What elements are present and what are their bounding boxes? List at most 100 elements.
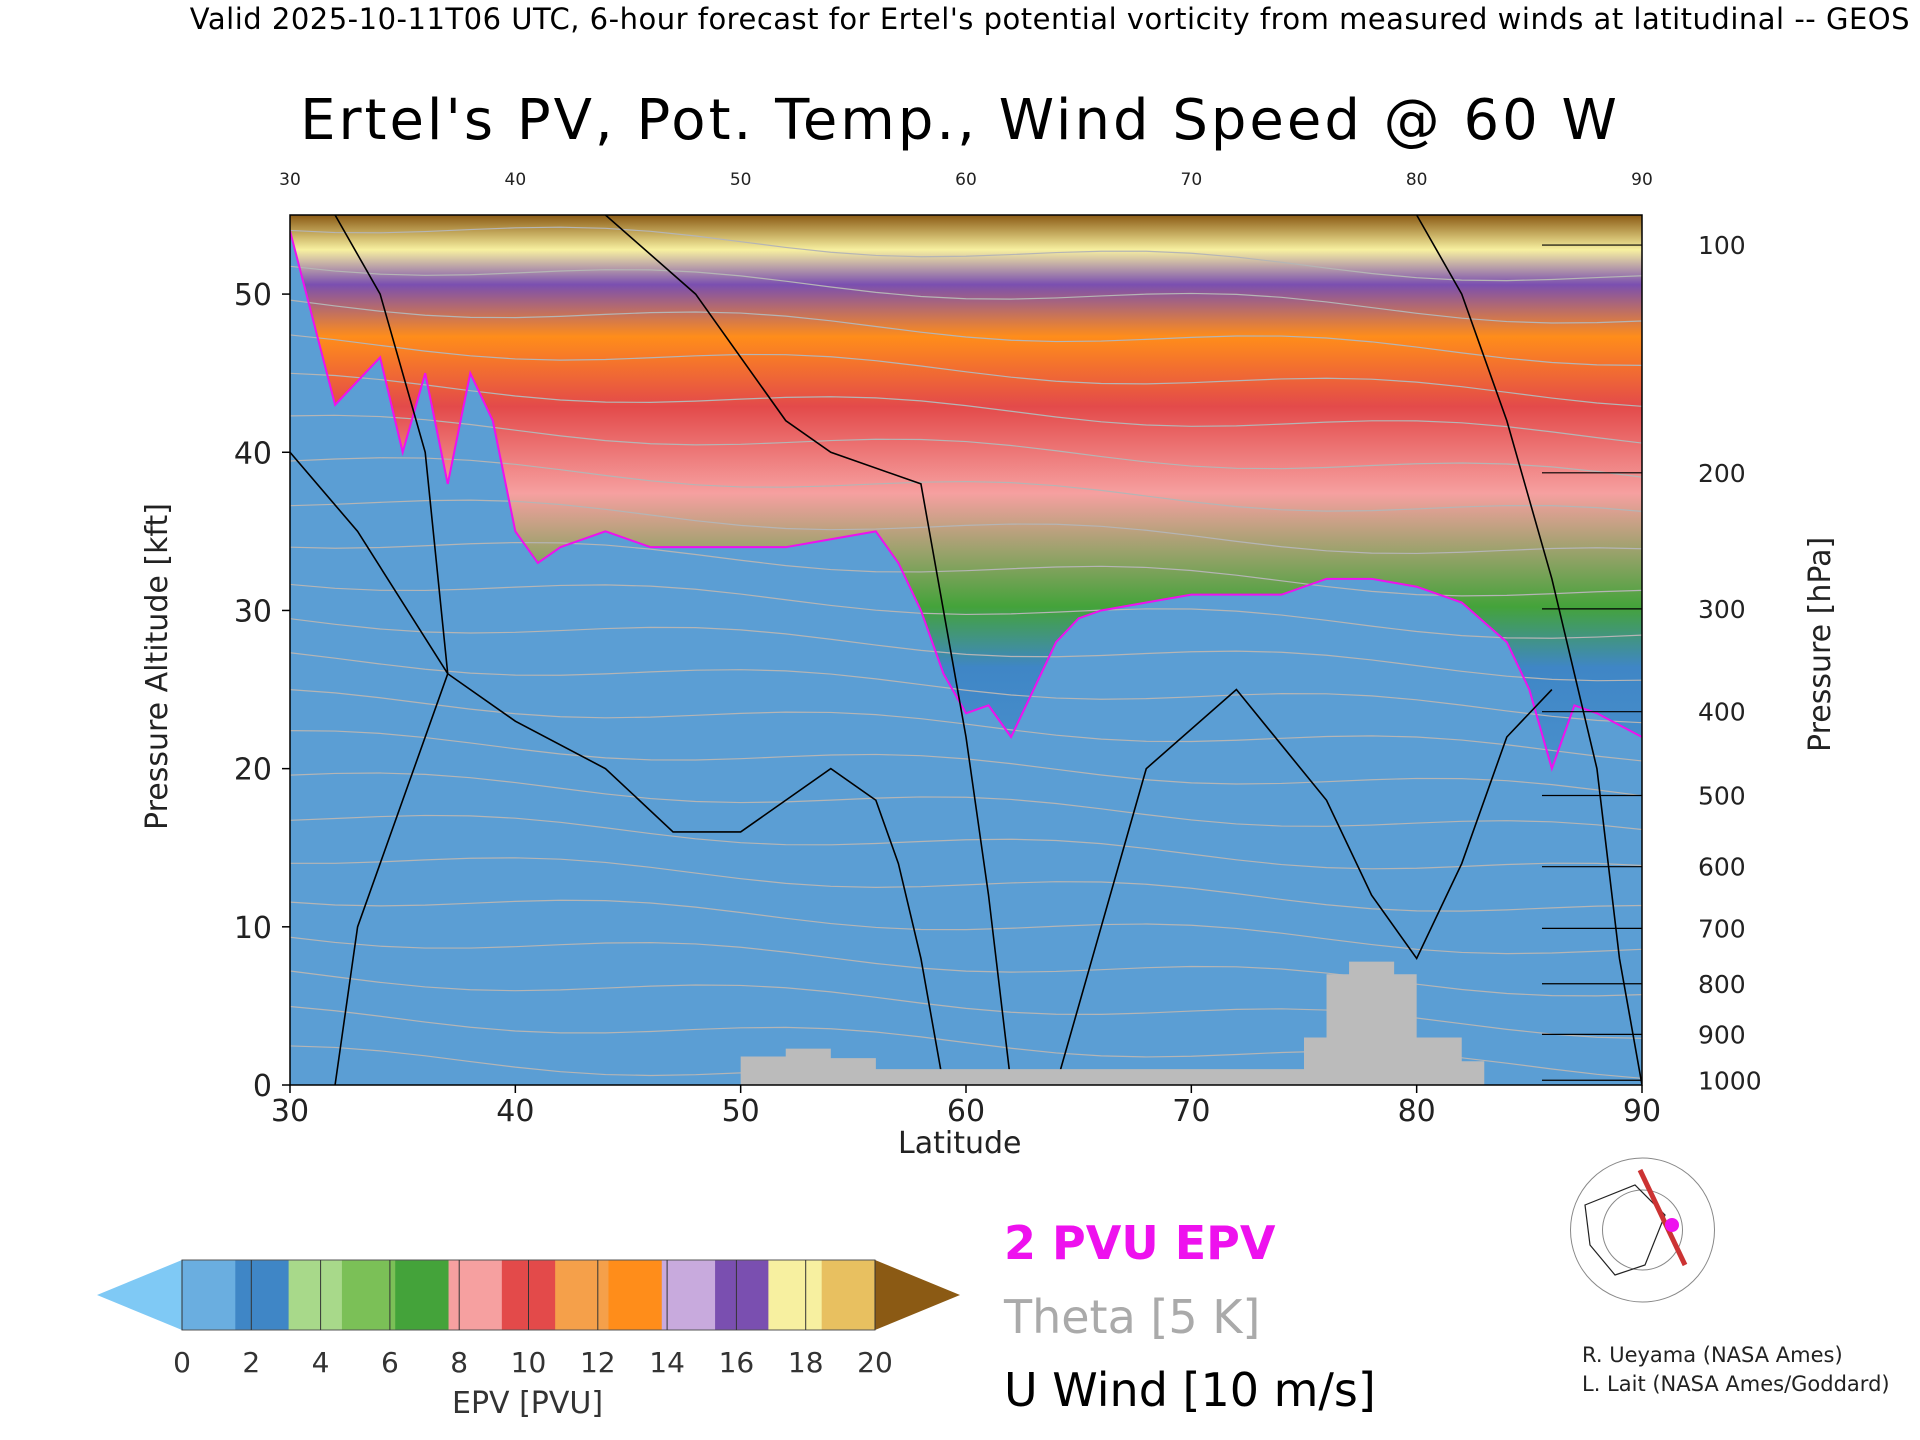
theta-contour — [290, 372, 1642, 444]
legend-u-wind: U Wind [10 m/s] — [1004, 1363, 1376, 1417]
colorbar-swatch — [235, 1260, 290, 1330]
x-axis-label: Latitude — [898, 1126, 1022, 1161]
x-top-tick-label: 30 — [279, 170, 301, 190]
theta-contour — [290, 541, 1642, 597]
colorbar-swatch — [608, 1260, 663, 1330]
pressure-tick-label: 100 — [1698, 231, 1746, 260]
theta-contour — [290, 970, 1642, 1039]
theta-contour — [290, 457, 1642, 513]
pressure-tick-label: 300 — [1698, 595, 1746, 624]
colorbar-tick-label: 2 — [242, 1346, 260, 1379]
epv-2pvu-line — [290, 230, 1642, 772]
colorbar-tick-label: 0 — [173, 1346, 191, 1379]
colorbar-tick-label: 20 — [857, 1346, 893, 1379]
theta-contour — [290, 652, 1642, 724]
theta-contour — [290, 936, 1642, 997]
x-top-tick-label: 90 — [1631, 170, 1653, 190]
wind-contour — [1055, 688, 1553, 1085]
x-top-tick-label: 80 — [1406, 170, 1428, 190]
x-tick-label: 40 — [496, 1094, 534, 1129]
pressure-tick-label: 500 — [1698, 782, 1746, 811]
theta-contour — [290, 583, 1642, 639]
troposphere-field — [290, 230, 1642, 1085]
theta-contour — [290, 814, 1642, 870]
colorbar-tick-label: 10 — [511, 1346, 547, 1379]
colorbar-label: EPV [PVU] — [452, 1386, 604, 1421]
y-axis-label-right: Pressure [hPa] — [1803, 536, 1838, 752]
credit-line-1: R. Ueyama (NASA Ames) — [1582, 1343, 1843, 1367]
theta-contour — [290, 688, 1642, 762]
colorbar-swatch — [182, 1260, 236, 1330]
x-tick-label: 60 — [947, 1094, 985, 1129]
inset-map-graticule — [1602, 1189, 1683, 1271]
x-tick-label: 30 — [271, 1094, 309, 1129]
colorbar-swatch — [821, 1260, 876, 1330]
x-top-tick-label: 60 — [955, 170, 977, 190]
inset-map-marker — [1665, 1218, 1679, 1232]
pressure-tick-label: 600 — [1698, 853, 1746, 882]
theta-contour — [290, 618, 1642, 682]
wind-contour — [1415, 215, 1642, 1085]
theta-contour — [290, 226, 1642, 282]
colorbar-swatch — [448, 1260, 503, 1330]
legend-theta: Theta [5 K] — [1004, 1290, 1261, 1344]
colorbar-tick-label: 12 — [580, 1346, 616, 1379]
y-tick-label: 50 — [234, 278, 272, 313]
wind-contour — [334, 215, 449, 1085]
y-tick-label: 0 — [253, 1069, 272, 1104]
colorbar-tick-label: 14 — [649, 1346, 685, 1379]
wind-contour — [604, 215, 1012, 1085]
pressure-tick-label: 1000 — [1698, 1066, 1762, 1095]
colorbar-tick-label: 6 — [381, 1346, 399, 1379]
colorbar-swatch — [768, 1260, 823, 1330]
theta-contour — [290, 299, 1642, 366]
x-top-tick-label: 50 — [730, 170, 752, 190]
pressure-tick-label: 700 — [1698, 914, 1746, 943]
theta-contour — [290, 499, 1642, 555]
colorbar-swatch — [341, 1260, 396, 1330]
pressure-tick-label: 800 — [1698, 970, 1746, 999]
colorbar-max-extend — [875, 1260, 960, 1330]
y-tick-label: 40 — [234, 436, 272, 471]
chart-title: Ertel's PV, Pot. Temp., Wind Speed @ 60 … — [300, 88, 1620, 153]
colorbar-swatch — [395, 1260, 450, 1330]
x-tick-label: 90 — [1623, 1094, 1661, 1129]
terrain — [740, 961, 1485, 1085]
colorbar-swatch — [661, 1260, 716, 1330]
header-title: Valid 2025-10-11T06 UTC, 6-hour forecast… — [189, 2, 1910, 36]
y-tick-label: 10 — [234, 911, 272, 946]
colorbar-swatch — [715, 1260, 769, 1330]
theta-contour — [290, 899, 1642, 955]
inset-map-section-line — [1637, 1168, 1688, 1267]
x-tick-label: 80 — [1398, 1094, 1436, 1129]
colorbar-tick-label: 16 — [719, 1346, 755, 1379]
colorbar-tick-label: 8 — [450, 1346, 468, 1379]
credit-line-2: L. Lait (NASA Ames/Goddard) — [1582, 1372, 1890, 1396]
pressure-tick-label: 400 — [1698, 698, 1746, 727]
x-tick-label: 50 — [722, 1094, 760, 1129]
legend-epv: 2 PVU EPV — [1004, 1216, 1276, 1270]
epv-field — [290, 215, 1642, 1085]
colorbar-swatch — [288, 1260, 343, 1330]
colorbar-tick-label: 4 — [312, 1346, 330, 1379]
inset-map-coastline — [1584, 1184, 1666, 1276]
x-top-tick-label: 40 — [505, 170, 527, 190]
y-tick-label: 30 — [234, 594, 272, 629]
x-top-tick-label: 70 — [1181, 170, 1203, 190]
theta-contour — [290, 265, 1642, 324]
theta-contour — [290, 414, 1642, 478]
colorbar-tick-label: 18 — [788, 1346, 824, 1379]
colorbar-swatch — [555, 1260, 609, 1330]
pressure-tick-label: 900 — [1698, 1020, 1746, 1049]
theta-contour — [290, 772, 1642, 831]
colorbar-min-extend — [97, 1260, 182, 1330]
wind-contour — [290, 451, 945, 1085]
pressure-tick-label: 200 — [1698, 459, 1746, 488]
x-tick-label: 70 — [1172, 1094, 1210, 1129]
inset-map-graticule — [1570, 1157, 1715, 1303]
theta-contour — [290, 730, 1642, 797]
y-tick-label: 20 — [234, 753, 272, 788]
y-axis-label-left: Pressure Altitude [kft] — [140, 503, 175, 830]
axes: 3030404050506060707080809090010203040501… — [97, 170, 1762, 1379]
